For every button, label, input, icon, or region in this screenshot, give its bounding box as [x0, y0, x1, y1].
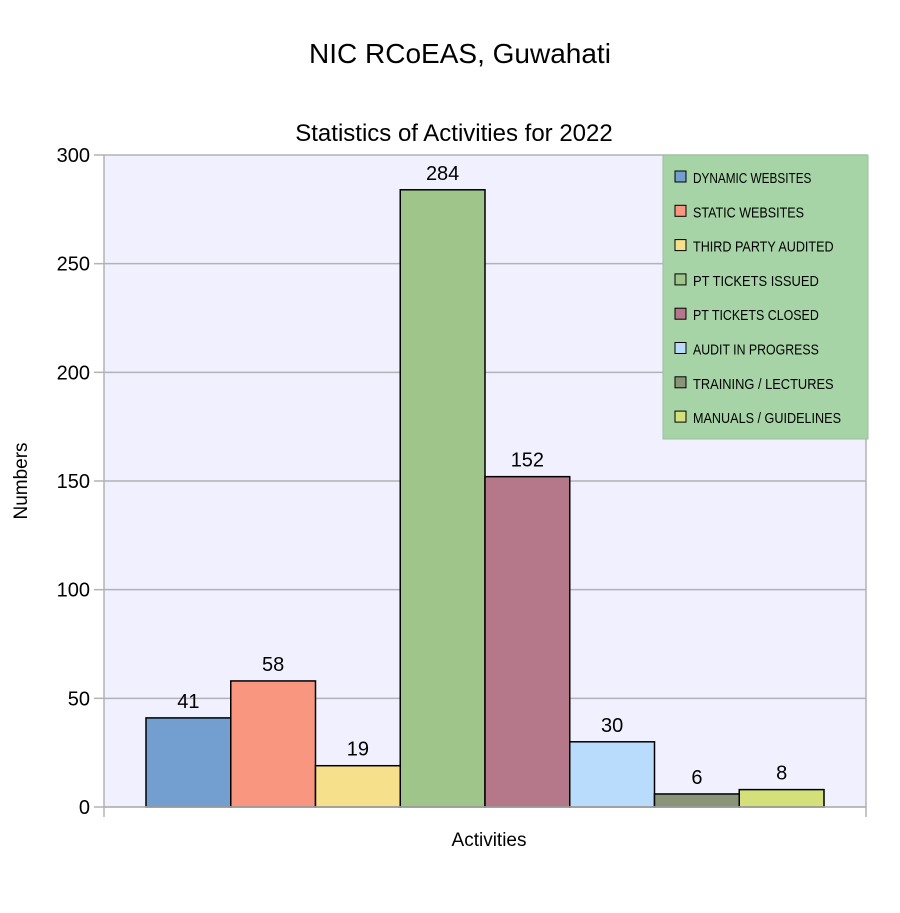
- y-axis-ticks: 0 50 100 150 200 250 300: [57, 145, 104, 819]
- data-label: 30: [601, 715, 623, 737]
- data-label: 284: [426, 163, 459, 185]
- data-label: 19: [347, 739, 369, 761]
- y-tick-label: 100: [57, 580, 90, 602]
- legend-entry: DYNAMIC WEBSITES: [693, 170, 811, 187]
- legend: DYNAMIC WEBSITES STATIC WEBSITES THIRD PAR…: [662, 154, 869, 440]
- legend-entry: THIRD PARTY AUDITED: [693, 239, 834, 256]
- data-label: 6: [691, 767, 702, 789]
- bar-manuals-guidelines: [738, 788, 825, 808]
- bar-dynamic-websites: [145, 717, 232, 808]
- bar-audit-in-progress: [569, 741, 656, 808]
- y-tick-label: 250: [57, 254, 90, 276]
- legend-swatch: [674, 170, 687, 183]
- legend-swatch: [674, 410, 687, 423]
- legend-entry: STATIC WEBSITES: [693, 204, 804, 221]
- data-label: 8: [776, 763, 787, 785]
- legend-swatch: [674, 342, 687, 354]
- bar-pt-tickets-closed: [484, 475, 571, 808]
- legend-entry: MANUALS / GUIDELINES: [693, 410, 841, 427]
- legend-swatch: [674, 273, 687, 286]
- legend-entry: AUDIT IN PROGRESS: [693, 342, 819, 359]
- y-tick-label: 300: [57, 145, 90, 167]
- data-labels: 41 58 19 284 152 30 6 8: [177, 163, 787, 789]
- y-tick-label: 50: [68, 688, 90, 710]
- legend-entry: PT TICKETS ISSUED: [693, 273, 819, 290]
- chart-supertitle: NIC RCoEAS, Guwahati: [309, 38, 611, 69]
- legend-swatch: [674, 204, 687, 217]
- legend-entry: PT TICKETS CLOSED: [693, 307, 819, 324]
- legend-swatch: [674, 376, 687, 389]
- bar-static-websites: [230, 680, 317, 808]
- legend-box: [662, 154, 869, 440]
- data-label: 58: [262, 654, 284, 676]
- legend-swatch: [674, 307, 687, 320]
- x-axis: [103, 806, 867, 817]
- bar-training-lectures: [653, 793, 740, 808]
- legend-entry: TRAINING / LECTURES: [693, 376, 834, 393]
- y-tick-label: 200: [57, 362, 90, 384]
- chart-title: Statistics of Activities for 2022: [295, 120, 612, 147]
- y-tick-label: 0: [79, 797, 90, 819]
- bar-third-party-audited: [314, 764, 401, 808]
- y-tick-label: 150: [57, 471, 90, 493]
- data-label: 152: [511, 450, 544, 472]
- x-axis-label: Activities: [452, 830, 527, 851]
- data-label: 41: [177, 691, 199, 713]
- bars: [145, 189, 825, 808]
- y-axis-label: Numbers: [11, 442, 32, 519]
- legend-swatch: [674, 239, 687, 252]
- bar-pt-tickets-issued: [399, 189, 486, 808]
